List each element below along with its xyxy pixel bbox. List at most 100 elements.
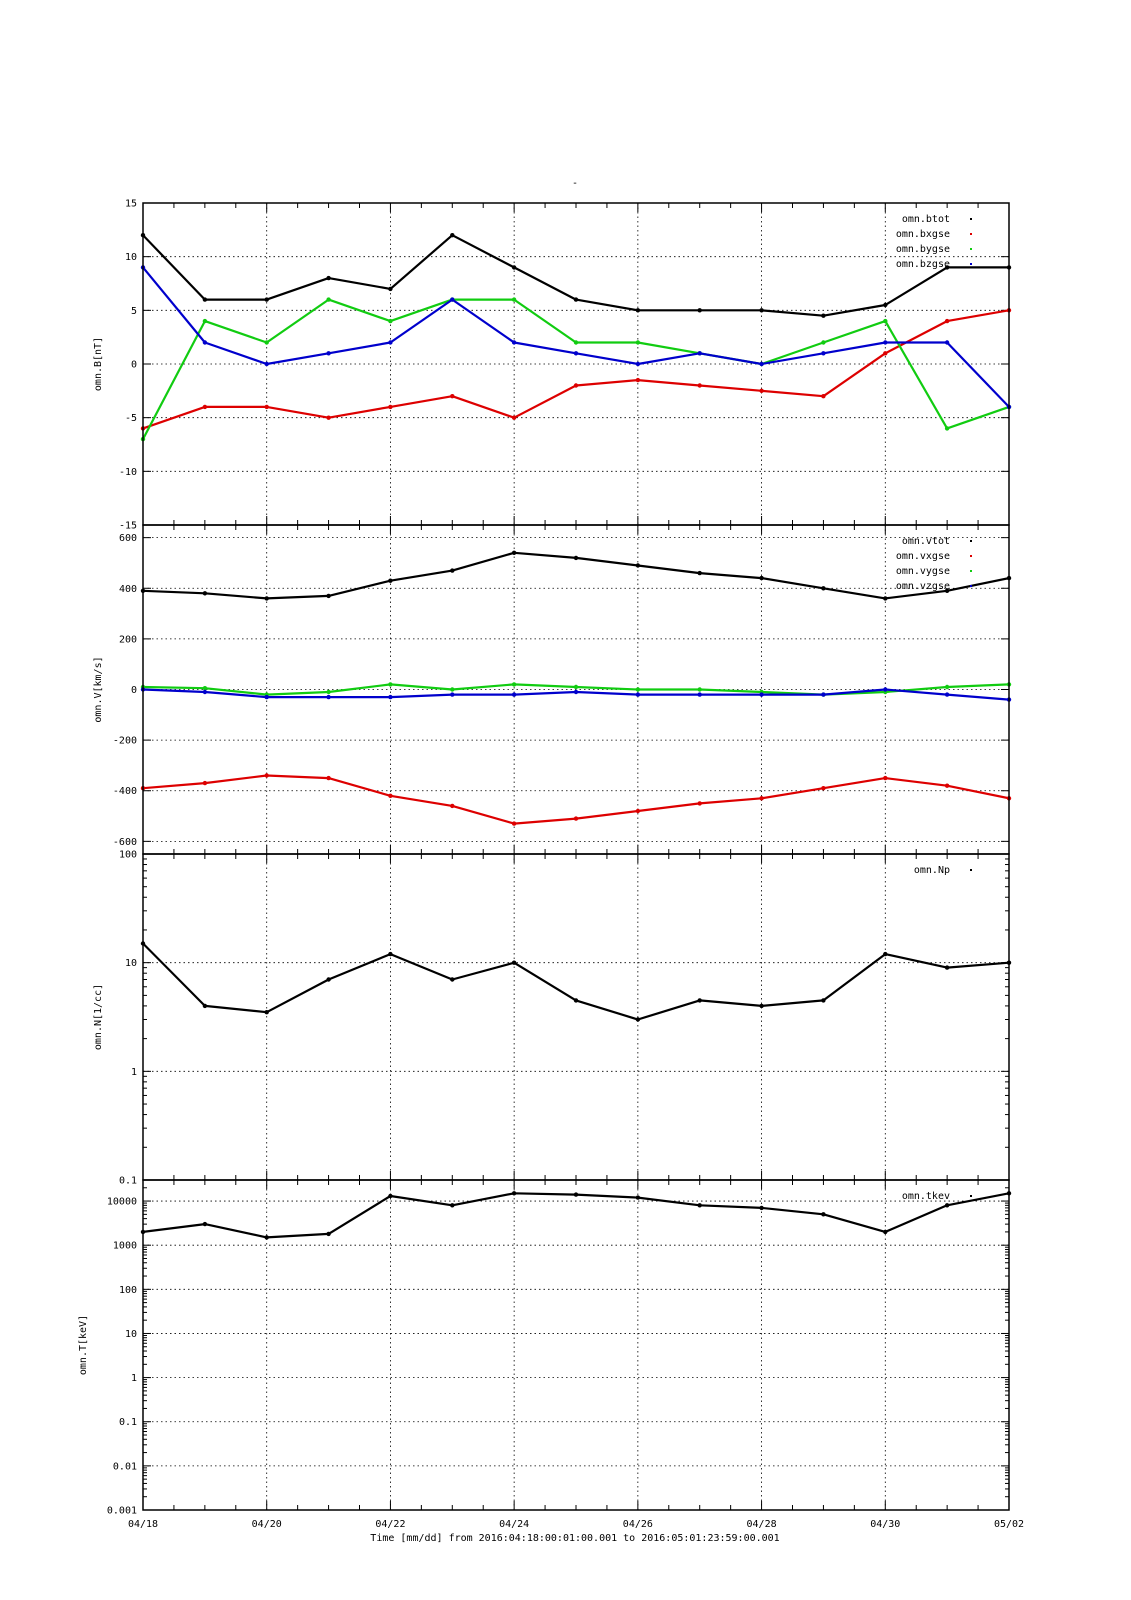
y-tick-label: 0: [131, 360, 137, 371]
data-point: [635, 692, 641, 697]
data-point: [511, 265, 517, 270]
x-tick-label: 04/30: [870, 1519, 900, 1530]
y-tick-label: 15: [125, 199, 137, 210]
data-point: [573, 383, 579, 388]
data-point: [450, 394, 455, 399]
y-tick-label: 600: [119, 533, 137, 544]
y-tick-label: 5: [131, 306, 137, 317]
data-point: [883, 1229, 888, 1235]
data-point: [511, 415, 517, 420]
y-tick-label: 0: [131, 685, 137, 696]
x-tick-label: 04/20: [252, 1519, 282, 1530]
data-point: [759, 388, 764, 393]
y-tick-label: 0.1: [119, 1176, 137, 1187]
y-axis-label: omn.V[km/s]: [93, 656, 104, 722]
legend-label: omn.bzgse: [896, 259, 950, 270]
y-tick-label: 100: [119, 850, 137, 861]
data-point: [821, 692, 826, 697]
y-tick-label: 0.1: [119, 1417, 137, 1428]
x-tick-label: 04/18: [128, 1519, 158, 1530]
panel-2: 600 400 200 0 -200 -400 -600 omn.V[km/s] omn.vto…: [93, 524, 1012, 855]
y-tick-label: -15: [119, 521, 137, 532]
panel-1: 15 10 5 0 -5 -10 -15 omn.B[nT] omn.btot omn.bxgse…: [93, 199, 1012, 532]
x-tick-label: 04/28: [747, 1519, 777, 1530]
y-axis-label: omn.B[nT]: [93, 337, 104, 391]
page-title: -: [572, 178, 578, 189]
data-point: [511, 340, 517, 345]
data-point: [759, 1003, 764, 1009]
data-point: [821, 313, 826, 318]
data-point: [388, 340, 393, 345]
data-point: [635, 1195, 641, 1200]
data-point: [573, 689, 579, 695]
data-point: [944, 426, 950, 431]
y-tick-label: -200: [113, 736, 137, 747]
data-point: [388, 694, 393, 700]
data-point: [202, 340, 208, 345]
data-point: [388, 682, 393, 687]
data-point: [821, 786, 826, 791]
data-point: [264, 1010, 269, 1015]
x-tick-label: 04/24: [499, 1519, 529, 1530]
y-tick-label: 10: [125, 958, 137, 969]
panel-frame: [142, 1179, 1010, 1511]
legend-marker: [970, 585, 972, 587]
series-omn-Np: [143, 942, 1009, 1021]
data-point: [883, 775, 888, 781]
data-point: [388, 578, 393, 583]
data-point: [944, 265, 950, 270]
data-point: [388, 318, 393, 324]
y-tick-label: -10: [119, 467, 137, 478]
data-point: [264, 1235, 269, 1240]
legend-label: omn.vygse: [896, 566, 950, 577]
data-point: [883, 596, 888, 601]
data-point: [326, 297, 331, 302]
data-point: [202, 1221, 208, 1227]
data-point: [388, 286, 393, 292]
legend-marker: [970, 1195, 972, 1197]
y-tick-label: 10: [125, 252, 137, 263]
data-point: [635, 687, 641, 692]
data-point: [511, 297, 517, 302]
panel-frame: [142, 853, 1010, 1181]
data-point: [264, 773, 269, 778]
data-point: [944, 340, 950, 345]
data-point: [264, 694, 269, 700]
data-point: [264, 361, 269, 367]
legend-marker: [970, 218, 972, 220]
data-point: [326, 977, 331, 982]
data-point: [697, 383, 702, 388]
data-point: [635, 377, 641, 383]
data-point: [573, 998, 579, 1003]
y-tick-label: 1: [131, 1067, 137, 1078]
y-tick-label: -600: [113, 837, 137, 848]
data-point: [697, 687, 702, 692]
data-point: [264, 340, 269, 345]
data-point: [264, 297, 269, 302]
data-point: [759, 575, 764, 581]
data-point: [821, 586, 826, 591]
data-point: [202, 591, 208, 596]
y-axis-label: omn.N[1/cc]: [93, 984, 104, 1050]
data-point: [573, 340, 579, 345]
y-tick-label: 10000: [107, 1197, 137, 1208]
data-point: [202, 689, 208, 695]
series-omn-tkev: [143, 1192, 1009, 1239]
time-axis-label: Time [mm/dd] from 2016:04:18:00:01:00.00…: [370, 1533, 779, 1544]
legend-label: omn.bygse: [896, 244, 950, 255]
y-tick-label: -5: [125, 413, 137, 424]
data-point: [759, 692, 764, 697]
data-point: [635, 361, 641, 367]
data-point: [697, 351, 702, 356]
data-point: [450, 692, 455, 697]
legend-label: omn.Np: [914, 865, 950, 876]
data-point: [388, 951, 393, 957]
data-point: [944, 783, 950, 788]
data-point: [944, 1203, 950, 1208]
legend-marker: [970, 233, 972, 235]
y-tick-label: 1: [131, 1373, 137, 1384]
data-point: [511, 821, 517, 826]
data-point: [821, 351, 826, 356]
data-point: [759, 361, 764, 367]
